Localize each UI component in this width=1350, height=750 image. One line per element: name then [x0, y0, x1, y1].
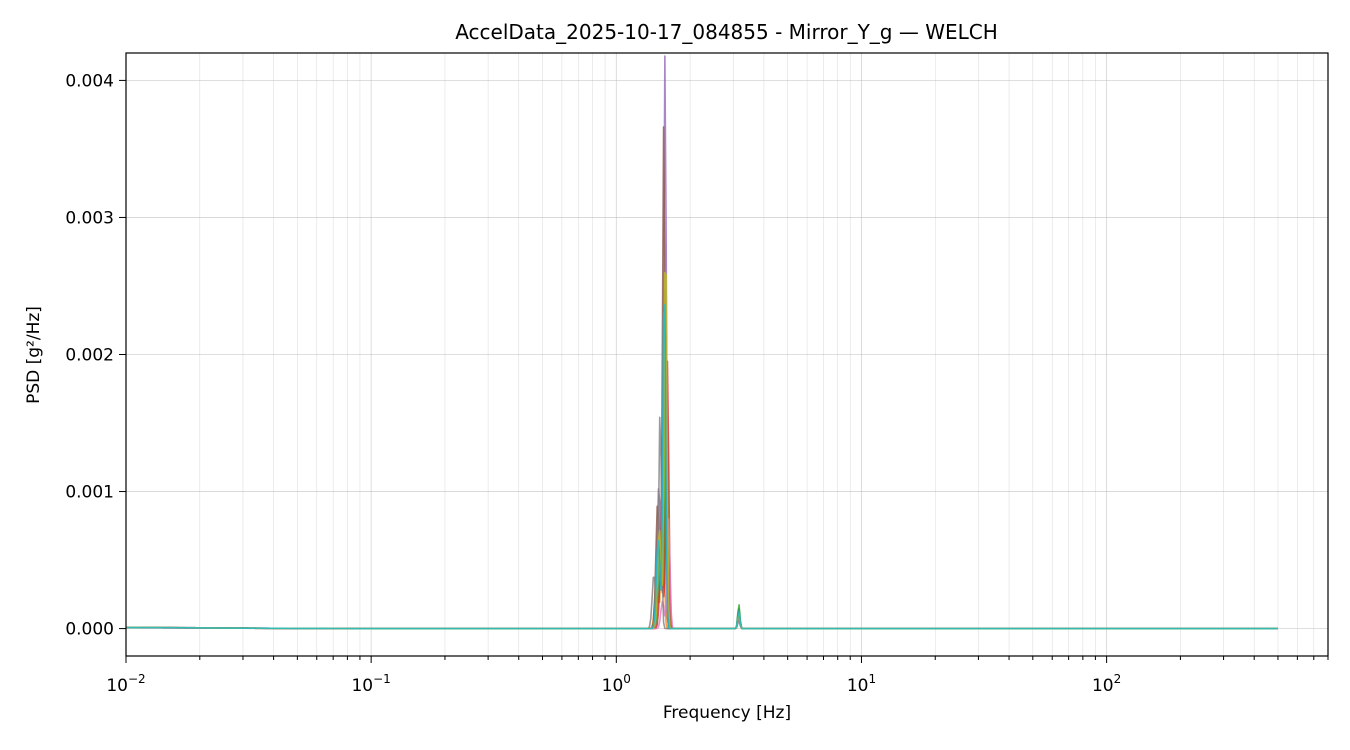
y-tick-label: 0.004	[65, 71, 114, 91]
y-tick-label: 0.001	[65, 483, 114, 503]
x-tick-label: 102	[1092, 672, 1121, 696]
chart-title: AccelData_2025-10-17_084855 - Mirror_Y_g…	[455, 20, 998, 44]
x-tick-label: 10−1	[351, 672, 390, 696]
y-tick-label: 0.000	[65, 620, 114, 640]
x-tick-label: 10−2	[106, 672, 145, 696]
x-axis-label: Frequency [Hz]	[663, 703, 791, 723]
x-tick-label: 101	[847, 672, 876, 696]
series-lines	[125, 55, 1278, 630]
y-tick-label: 0.003	[65, 208, 114, 228]
y-tick-label: 0.002	[65, 346, 114, 366]
y-axis-label: PSD [g²/Hz]	[24, 306, 44, 404]
axes: 0.000 0.001 0.002 0.003 0.004 10−2 10−1 100 101 1…	[65, 71, 1329, 696]
series-line-10	[125, 304, 1278, 630]
x-tick-label: 100	[602, 672, 631, 696]
